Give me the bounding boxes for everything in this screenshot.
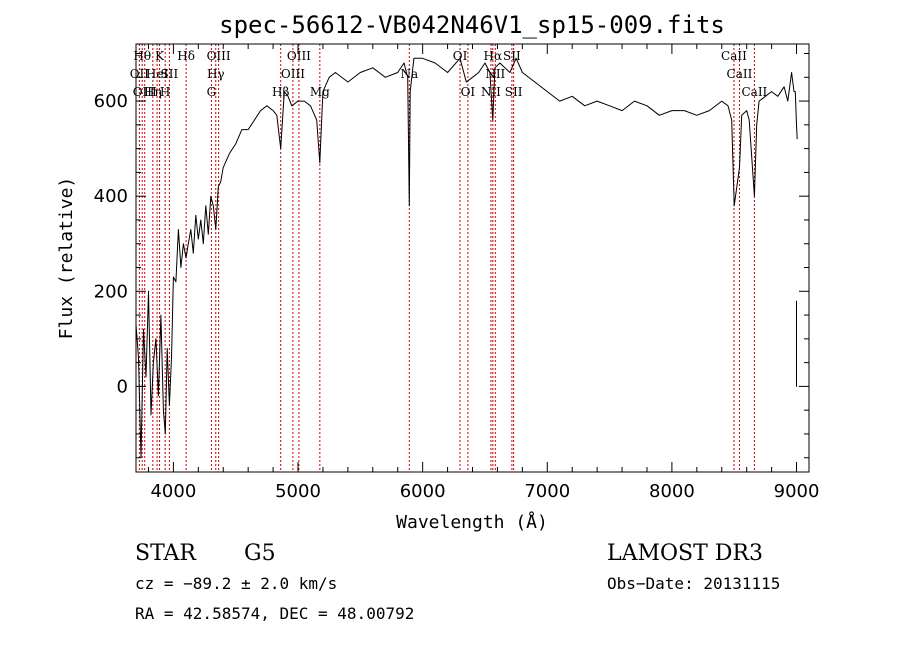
x-tick-label: 5000	[275, 481, 321, 502]
y-tick-label: 200	[94, 281, 128, 302]
x-tick-label: 7000	[524, 481, 570, 502]
line-label: K	[155, 49, 165, 63]
line-label: SII	[505, 85, 523, 99]
spectral-line-labels: OIIHθOIIIHηHeIKHSIIHδGHγOIIIHβOIIIOIIIMg…	[130, 49, 768, 99]
line-label: OI	[453, 49, 468, 63]
line-label: Na	[400, 67, 418, 81]
line-label: SII	[503, 49, 521, 63]
line-label: Hδ	[177, 49, 195, 63]
y-axis-ticks: 0 200 400 600	[94, 53, 809, 459]
redshift-cz: cz = −89.2 ± 2.0 km/s	[135, 574, 337, 593]
line-label: CaII	[721, 49, 747, 63]
y-tick-label: 400	[94, 186, 128, 207]
line-label: H	[160, 85, 170, 99]
object-subclass: G5	[244, 541, 276, 566]
x-tick-label: 8000	[649, 481, 695, 502]
line-label: OIII	[207, 49, 231, 63]
line-label: CaII	[727, 67, 753, 81]
y-tick-label: 600	[94, 91, 128, 112]
spectral-line-markers	[138, 44, 755, 472]
survey-name: LAMOST DR3	[607, 541, 763, 566]
line-label: G	[207, 85, 217, 99]
line-label: OII	[130, 67, 150, 81]
line-label: OIII	[133, 85, 157, 99]
observation-date: Obs−Date: 20131115	[607, 574, 780, 593]
line-label: SII	[161, 67, 179, 81]
line-label: Hη	[144, 85, 162, 99]
line-label: Hγ	[207, 67, 225, 81]
object-class: STAR	[135, 541, 197, 566]
x-tick-label: 6000	[400, 481, 446, 502]
line-label: CaII	[741, 85, 767, 99]
coordinates: RA = 42.58574, DEC = 48.00792	[135, 604, 414, 623]
spectrum-series	[135, 57, 798, 459]
line-label: Mg	[310, 85, 330, 99]
plot-frame	[135, 43, 810, 473]
chart-title: spec-56612-VB042N46V1_sp15-009.fits	[219, 11, 725, 39]
x-tick-label: 9000	[774, 481, 820, 502]
line-label: HeI	[146, 67, 169, 81]
x-axis-label: Wavelength (Å)	[396, 511, 548, 533]
line-label: OIII	[281, 67, 305, 81]
line-label: OIII	[287, 49, 311, 63]
x-axis-ticks: 4000 5000 6000 7000 8000 9000	[147, 44, 820, 502]
line-label: OI	[461, 85, 476, 99]
line-label: Hβ	[272, 85, 289, 99]
line-label: Hα	[484, 49, 503, 63]
y-tick-label: 0	[117, 376, 128, 397]
y-axis-label: Flux (relative)	[56, 177, 77, 340]
x-tick-label: 4000	[150, 481, 196, 502]
spectrum-line-flux	[135, 57, 798, 459]
line-label: Hθ	[133, 49, 151, 63]
